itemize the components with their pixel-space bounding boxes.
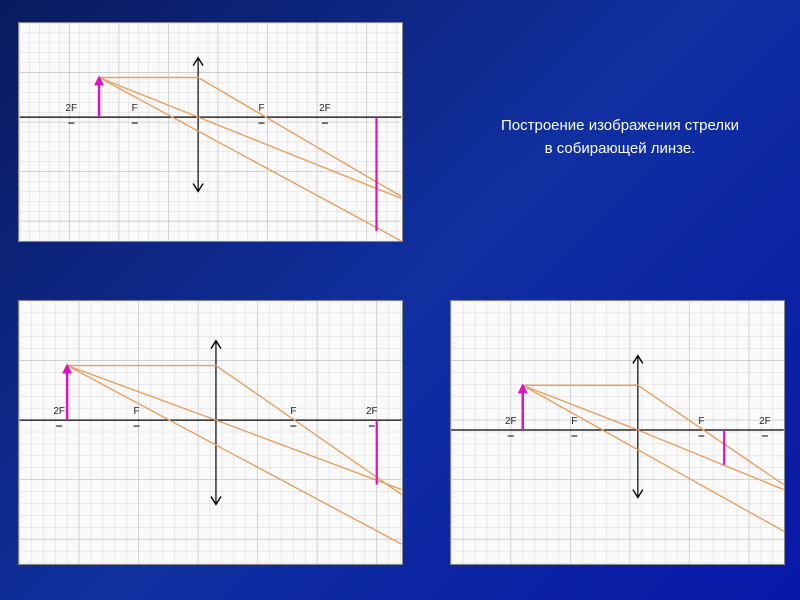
caption-text: Построение изображения стрелки в собирающ…	[460, 115, 780, 160]
focal-label: F	[134, 406, 140, 417]
focal-label: 2F	[505, 416, 517, 427]
lens-diagram-d1: 2F F F 2F	[18, 22, 403, 242]
light-ray	[67, 366, 401, 495]
caption-line2: в собирающей линзе.	[545, 140, 696, 157]
focal-label: 2F	[66, 103, 78, 114]
light-ray	[67, 366, 401, 490]
lens-diagram-d2: 2F F F 2F	[18, 300, 403, 565]
diagram-svg: 2F F F 2F	[19, 23, 402, 241]
focal-label: 2F	[366, 406, 378, 417]
object-arrow	[518, 383, 528, 430]
diagram-svg: 2F F F 2F	[19, 301, 402, 564]
lens-symbol	[633, 356, 643, 498]
focal-label: F	[132, 103, 138, 114]
light-ray	[99, 78, 401, 199]
light-ray	[523, 385, 784, 489]
focal-label: F	[290, 406, 296, 417]
object-arrow	[94, 76, 104, 118]
focal-label: F	[698, 416, 704, 427]
focal-label: 2F	[319, 103, 331, 114]
light-ray	[67, 366, 401, 545]
focal-label: F	[259, 103, 265, 114]
focal-label: 2F	[53, 406, 65, 417]
focal-label: F	[571, 416, 577, 427]
caption-line1: Построение изображения стрелки	[501, 117, 739, 134]
focal-label: 2F	[759, 416, 771, 427]
lens-diagram-d3: 2F F F 2F	[450, 300, 785, 565]
diagram-svg: 2F F F 2F	[451, 301, 784, 564]
